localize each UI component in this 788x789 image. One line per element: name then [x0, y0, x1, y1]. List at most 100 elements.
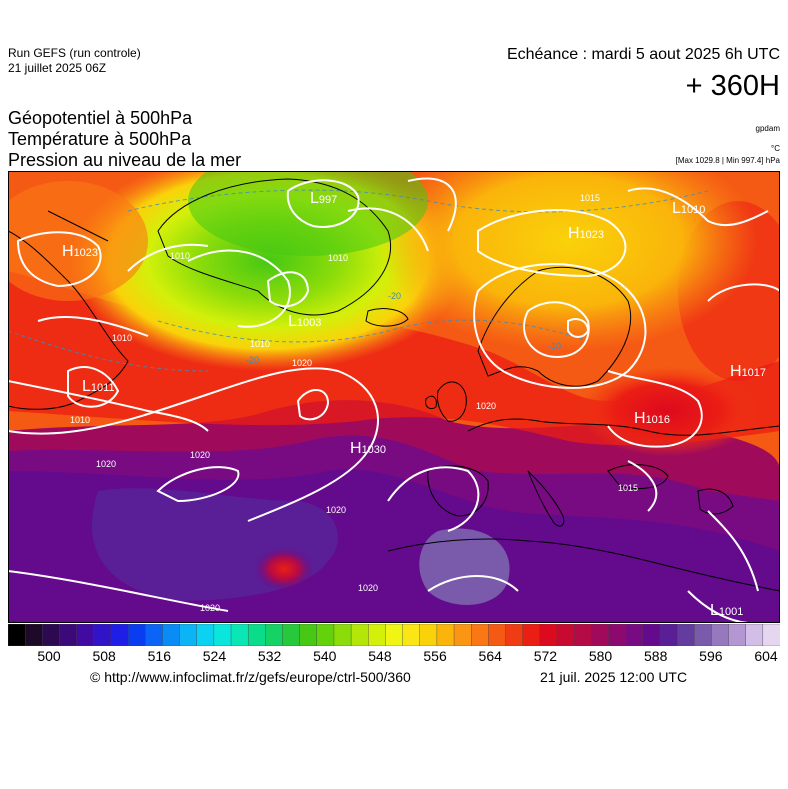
svg-text:-20: -20	[388, 291, 401, 301]
color-scale-swatch	[247, 624, 267, 646]
field-mslp: Pression au niveau de la mer	[8, 150, 242, 170]
color-scale-tick-label: 508	[92, 648, 116, 664]
color-scale-swatch	[419, 624, 438, 646]
low-center-middle-east: L1001	[710, 602, 743, 619]
color-scale-swatch	[471, 624, 490, 646]
color-scale-swatch	[745, 624, 764, 646]
color-scale-swatch	[402, 624, 421, 646]
svg-text:1010: 1010	[170, 251, 190, 261]
svg-text:-20: -20	[246, 355, 259, 365]
high-center-east-europe: H1016	[634, 410, 670, 427]
color-scale-swatch	[8, 624, 26, 646]
color-scale-tick-label: 556	[423, 648, 447, 664]
color-scale-swatch	[488, 624, 507, 646]
forecast-map: H1023 L997 L1003 L1011 H1030 H1023 H1017…	[8, 171, 780, 623]
color-scale-swatch	[93, 624, 112, 646]
color-scale-swatch	[505, 624, 524, 646]
color-scale-tick-label: 516	[147, 648, 171, 664]
color-scale-swatch	[110, 624, 129, 646]
color-scale-swatch	[179, 624, 198, 646]
color-scale-tick-label: 572	[533, 648, 558, 664]
color-scale-swatch	[196, 624, 215, 646]
color-scale-swatch	[162, 624, 181, 646]
svg-text:1015: 1015	[580, 193, 600, 203]
coastlines	[8, 178, 780, 592]
color-scale-tick-label: 580	[588, 648, 613, 664]
color-scale-swatch	[127, 624, 146, 646]
isobars	[8, 177, 780, 623]
generated-time: 21 juil. 2025 12:00 UTC	[540, 669, 688, 685]
svg-text:1020: 1020	[200, 603, 220, 613]
color-scale-swatch	[265, 624, 284, 646]
lead-time: + 360H	[685, 70, 780, 102]
high-center-canada: H1023	[62, 243, 98, 260]
color-scale-swatch	[230, 624, 249, 646]
color-scale-tick-label: 540	[313, 648, 337, 664]
svg-text:-10: -10	[548, 341, 561, 351]
color-scale-tick-label: 604	[754, 648, 778, 664]
color-scale-tick-label: 588	[644, 648, 668, 664]
high-center-arctic: H1023	[568, 225, 604, 242]
unit-temperature: °C	[771, 144, 780, 153]
color-scale-tick-label: 500	[37, 648, 61, 664]
color-scale-swatch	[711, 624, 730, 646]
color-scale-swatch	[522, 624, 541, 646]
color-scale-swatch	[608, 624, 627, 646]
svg-text:1020: 1020	[326, 505, 346, 515]
map-frame	[8, 171, 780, 623]
low-center-newfoundland: L1011	[82, 378, 115, 395]
low-center-greenland-south: L1003	[288, 313, 321, 330]
color-scale-swatch	[42, 624, 61, 646]
color-scale-swatch	[368, 624, 387, 646]
color-scale-swatch	[24, 624, 44, 646]
color-scale-swatch	[59, 624, 78, 646]
unit-geopotential: gpdam	[755, 124, 780, 133]
color-scale-swatch	[591, 624, 610, 646]
svg-text:1010: 1010	[112, 333, 132, 343]
color-scale-swatch	[659, 624, 678, 646]
color-scale-swatch	[282, 624, 301, 646]
pressure-centers: H1023 L997 L1003 L1011 H1030 H1023 H1017…	[62, 190, 766, 619]
run-title: Run GEFS (run controle)	[8, 46, 141, 60]
color-scale-swatch	[453, 624, 472, 646]
field-temperature: Température à 500hPa	[8, 129, 192, 149]
high-center-russia: H1017	[730, 363, 766, 380]
color-scale-tick-label: 548	[368, 648, 392, 664]
color-scale-swatch	[350, 624, 369, 646]
color-scale-swatch	[436, 624, 455, 646]
svg-text:1020: 1020	[476, 401, 496, 411]
svg-text:1010: 1010	[328, 253, 348, 263]
color-scale-tick-label: 532	[257, 648, 282, 664]
svg-text:1010: 1010	[70, 415, 90, 425]
color-scale-swatch	[539, 624, 558, 646]
color-scale-swatch	[573, 624, 592, 646]
source-url: © http://www.infoclimat.fr/z/gefs/europe…	[90, 669, 411, 685]
color-scale-swatch	[299, 624, 318, 646]
color-scale-swatch	[385, 624, 404, 646]
color-scale-swatch	[762, 624, 780, 646]
field-geopotential: Géopotentiel à 500hPa	[8, 108, 193, 128]
color-scale-tick-label: 564	[478, 648, 502, 664]
isotherms	[8, 189, 709, 372]
color-scale-swatch	[145, 624, 164, 646]
svg-text:1020: 1020	[190, 450, 210, 460]
color-scale-swatch	[333, 624, 352, 646]
low-center-greenland-north: L997	[310, 190, 337, 207]
color-scale	[8, 624, 780, 646]
svg-text:1020: 1020	[96, 459, 116, 469]
color-scale-swatch	[316, 624, 335, 646]
color-scale-swatch	[556, 624, 575, 646]
color-scale-tick-label: 596	[699, 648, 723, 664]
color-scale-swatch	[213, 624, 232, 646]
color-scale-swatch	[694, 624, 713, 646]
color-scale-swatch	[76, 624, 95, 646]
color-scale-swatch	[676, 624, 695, 646]
isotherm-labels: -20 -20 -10	[246, 291, 561, 365]
svg-text:1020: 1020	[358, 583, 378, 593]
svg-text:1010: 1010	[250, 339, 270, 349]
color-scale-swatch	[642, 624, 661, 646]
svg-text:1015: 1015	[618, 483, 638, 493]
low-center-arctic-ne: L1010	[672, 200, 705, 217]
color-scale-swatch	[625, 624, 644, 646]
forecast-valid-time: Echéance : mardi 5 aout 2025 6h UTC	[506, 46, 780, 63]
